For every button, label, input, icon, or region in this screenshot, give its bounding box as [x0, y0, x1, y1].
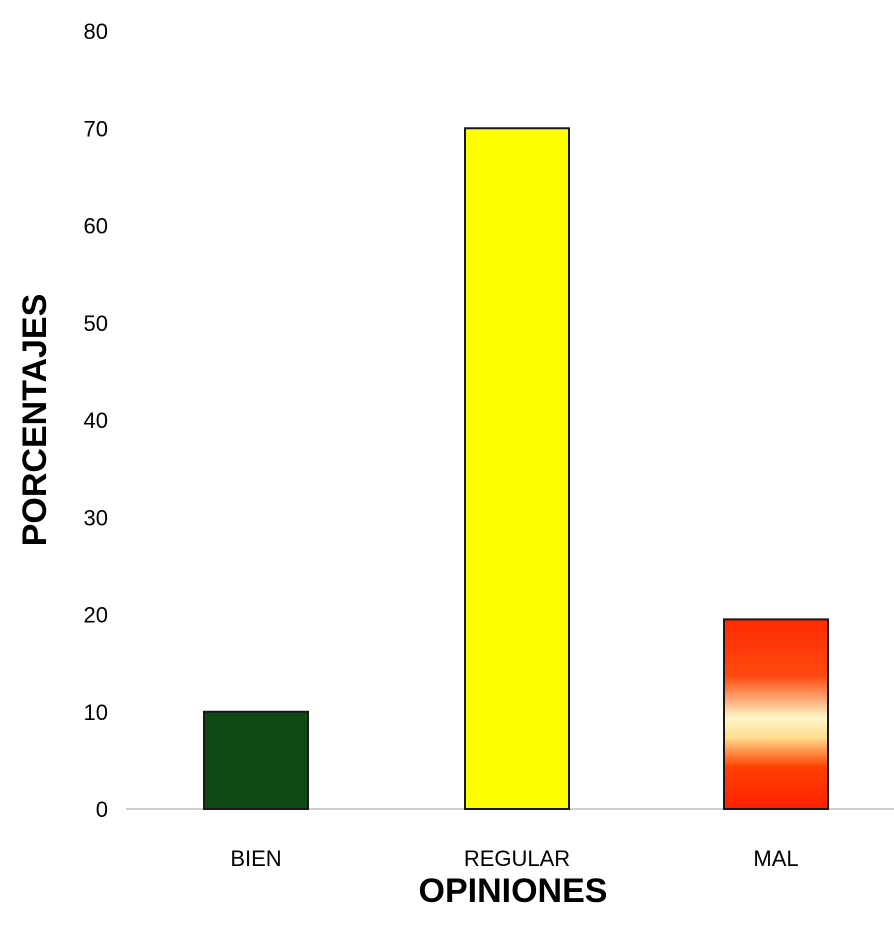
x-tick-label-mal: MAL	[753, 846, 798, 871]
y-tick-label: 50	[84, 311, 108, 336]
bar-regular	[464, 127, 570, 810]
y-tick-label: 40	[84, 408, 108, 433]
x-tick-label-bien: BIEN	[230, 846, 281, 871]
y-tick-label: 60	[84, 214, 108, 239]
bar-bien	[203, 710, 309, 810]
y-axis-title: PORCENTAJES	[16, 294, 54, 547]
x-tick-label-regular: REGULAR	[464, 846, 570, 871]
y-tick-label: 80	[84, 19, 108, 44]
x-axis-labels: BIEN REGULAR MAL	[230, 846, 798, 871]
y-tick-label: 20	[84, 603, 108, 628]
y-axis-ticks: 0 10 20 30 40 50 60 70 80	[84, 19, 108, 822]
y-tick-label: 30	[84, 505, 108, 530]
x-axis-title: OPINIONES	[419, 872, 608, 910]
bar-mal	[723, 618, 829, 810]
y-tick-label: 70	[84, 116, 108, 141]
y-tick-label: 10	[84, 700, 108, 725]
y-tick-label: 0	[96, 797, 108, 822]
bars-group	[203, 127, 829, 810]
